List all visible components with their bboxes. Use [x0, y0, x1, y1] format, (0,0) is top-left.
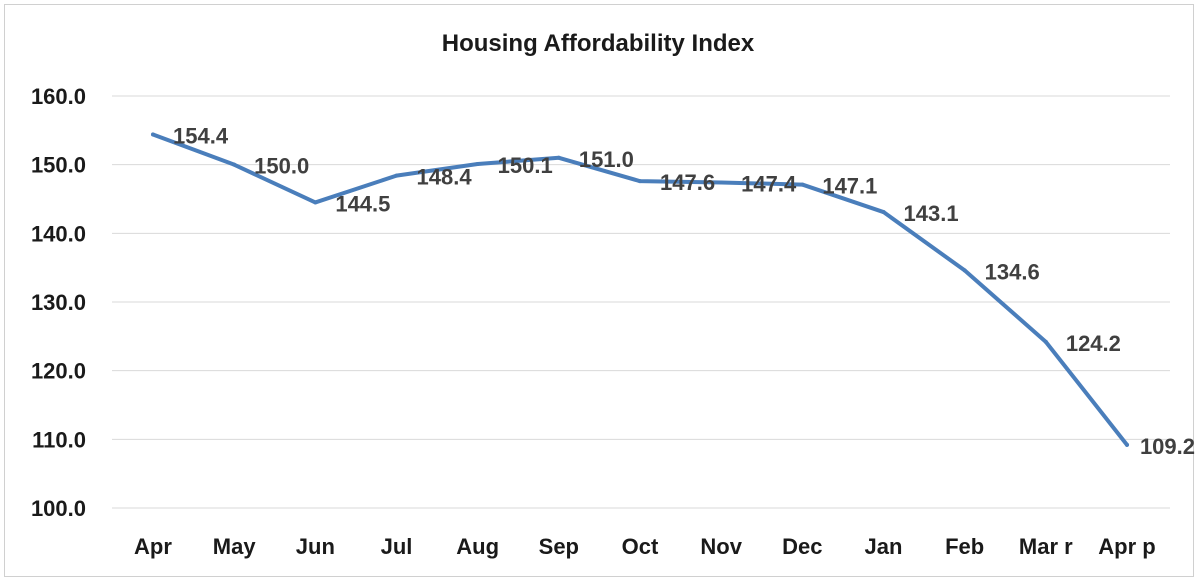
y-tick-label: 140.0	[31, 221, 86, 246]
data-label: 150.1	[498, 153, 553, 178]
data-point	[962, 268, 967, 273]
x-tick-label: Mar r	[1019, 534, 1073, 559]
data-point	[1125, 442, 1129, 447]
data-point	[1043, 339, 1048, 344]
data-point	[394, 173, 399, 178]
x-axis-tick-labels: Apr May Jun Jul Aug Sep Oct Nov Dec Jan Feb Mar r Ap…	[134, 534, 1156, 559]
x-tick-label: Jul	[381, 534, 413, 559]
data-label: 144.5	[335, 191, 390, 216]
x-tick-label: Oct	[622, 534, 659, 559]
x-tick-label: Feb	[945, 534, 984, 559]
data-label: 147.6	[660, 170, 715, 195]
x-tick-label: Apr p	[1098, 534, 1155, 559]
y-tick-label: 110.0	[32, 427, 86, 452]
data-label: 154.4	[173, 123, 229, 148]
x-tick-label: Jan	[865, 534, 903, 559]
data-label: 147.4	[741, 172, 797, 197]
data-label: 147.1	[822, 174, 877, 199]
data-point	[475, 161, 480, 166]
data-point	[881, 210, 886, 215]
x-tick-label: Nov	[700, 534, 742, 559]
data-label: 150.0	[254, 154, 309, 179]
x-tick-label: Apr	[134, 534, 172, 559]
data-label: 148.4	[417, 165, 473, 190]
data-label: 124.2	[1066, 331, 1121, 356]
data-label: 151.0	[579, 147, 634, 172]
chart-frame	[4, 4, 1194, 577]
data-point	[313, 200, 318, 205]
y-tick-label: 100.0	[31, 496, 86, 521]
y-tick-label: 150.0	[31, 153, 86, 178]
data-label: 109.2	[1140, 434, 1195, 459]
x-tick-label: Aug	[456, 534, 499, 559]
x-tick-label: May	[213, 534, 257, 559]
x-tick-label: Jun	[296, 534, 335, 559]
series-layer	[151, 132, 1129, 447]
data-label: 134.6	[985, 259, 1040, 284]
chart-title: Housing Affordability Index	[442, 30, 755, 57]
data-label: 143.1	[904, 201, 959, 226]
data-point	[556, 155, 561, 160]
data-labels: 154.4 150.0 144.5 148.4 150.1 151.0 147.6 147.4…	[173, 123, 1195, 458]
x-tick-label: Dec	[782, 534, 822, 559]
data-point	[232, 162, 237, 167]
data-point	[151, 132, 155, 137]
y-axis-tick-labels: 100.0 110.0 120.0 130.0 140.0 150.0 160.0	[31, 84, 86, 521]
y-tick-label: 120.0	[31, 359, 86, 384]
data-point	[638, 179, 642, 184]
gridlines	[112, 95, 1170, 509]
data-point	[800, 182, 805, 187]
y-tick-label: 130.0	[31, 290, 86, 315]
data-point	[719, 180, 724, 185]
x-tick-label: Sep	[539, 534, 579, 559]
y-tick-label: 160.0	[31, 84, 86, 109]
